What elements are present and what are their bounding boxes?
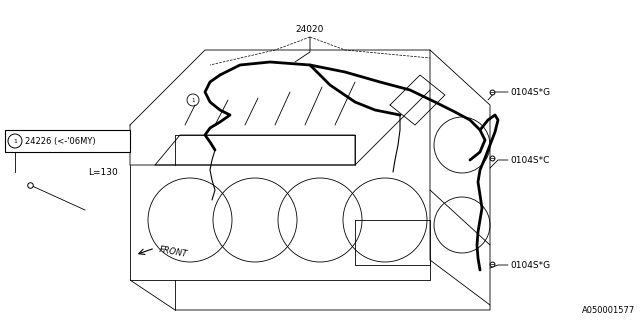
Text: FRONT: FRONT [158,245,188,259]
Text: 1: 1 [191,98,195,102]
Text: 24226 (<-'06MY): 24226 (<-'06MY) [25,137,95,146]
Text: A050001577: A050001577 [582,306,635,315]
Text: 0104S*G: 0104S*G [510,260,550,269]
Text: 0104S*C: 0104S*C [510,156,549,164]
Text: 0104S*G: 0104S*G [510,87,550,97]
Text: 24020: 24020 [296,25,324,34]
Bar [5,130,130,152]
Text: 1: 1 [13,139,17,143]
Text: L=130: L=130 [88,167,118,177]
